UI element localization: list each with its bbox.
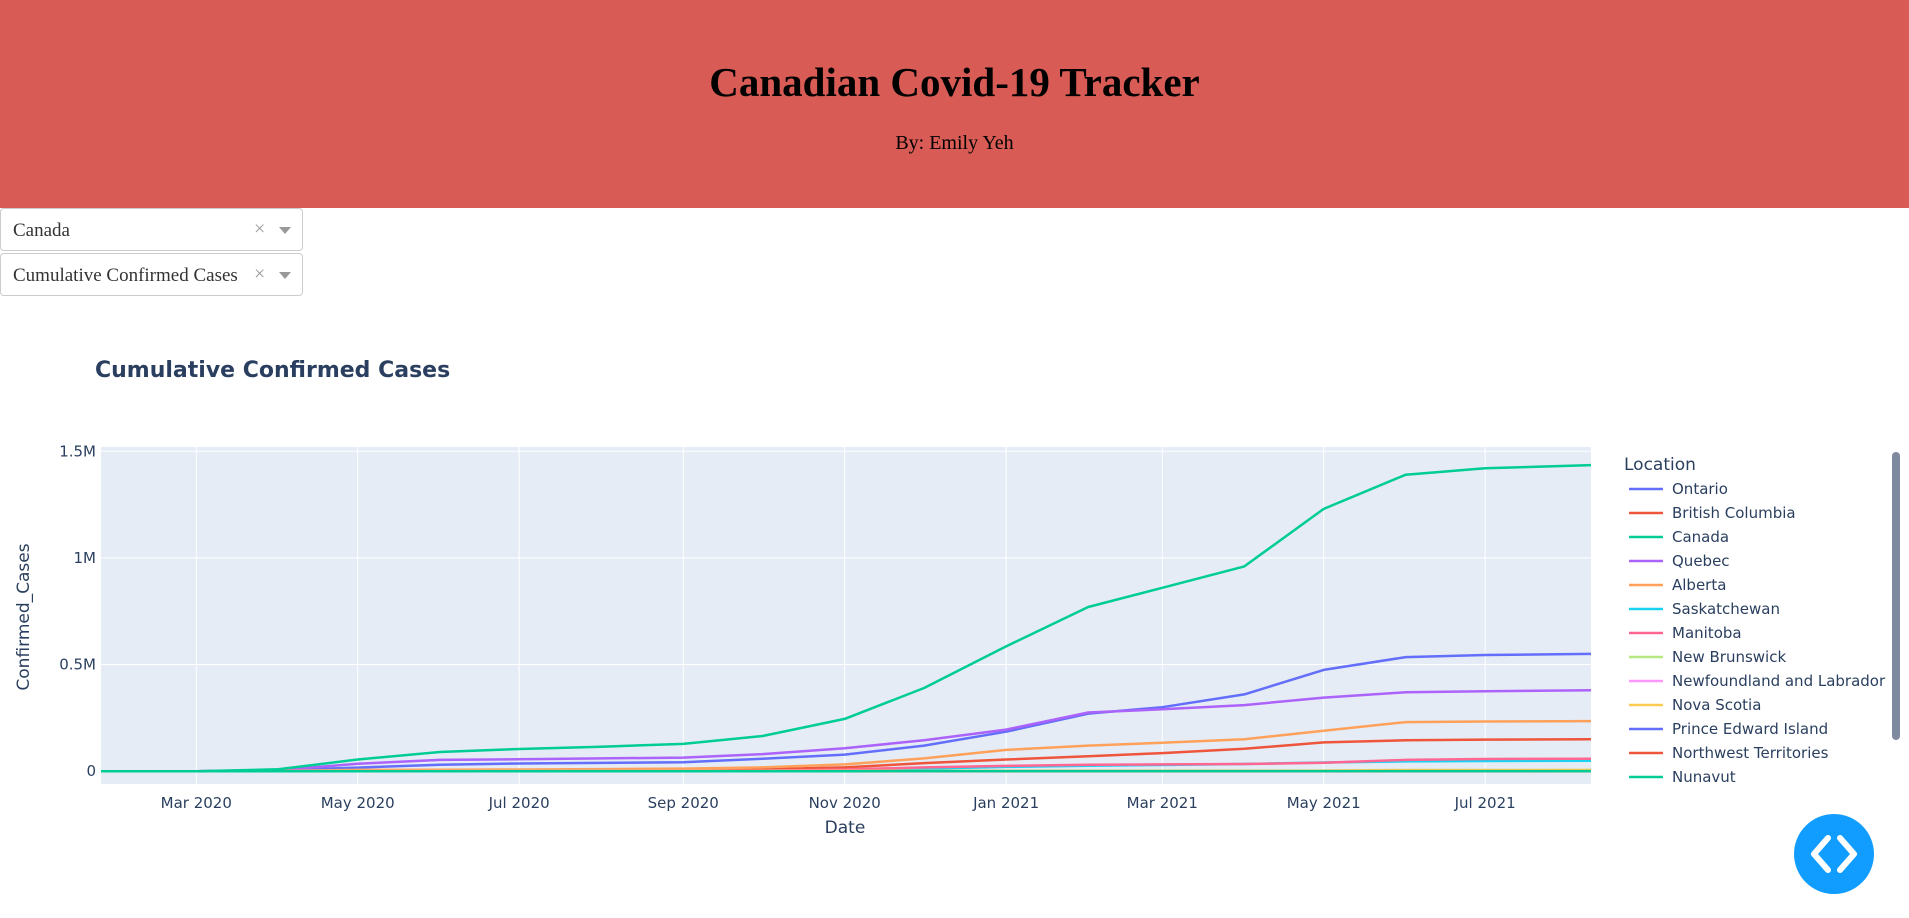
metric-dropdown[interactable]: Cumulative Confirmed Cases × [0, 253, 303, 296]
x-tick-label: May 2021 [1287, 794, 1361, 812]
legend-item[interactable]: Alberta [1629, 576, 1726, 594]
legend-item[interactable]: Quebec [1629, 552, 1730, 570]
series-line-canada[interactable] [101, 463, 1592, 773]
author-byline: By: Emily Yeh [895, 132, 1014, 154]
location-chevron-down-icon[interactable] [279, 227, 291, 234]
legend-label: Alberta [1672, 576, 1726, 594]
legend-label: British Columbia [1672, 504, 1796, 522]
series-line-ontario[interactable] [101, 652, 1592, 773]
legend-item[interactable]: Saskatchewan [1629, 600, 1780, 618]
legend[interactable]: Location Ontario British Columbia Canada Qu… [1624, 455, 1886, 786]
page-header: Canadian Covid-19 Tracker By: Emily Yeh [0, 0, 1909, 208]
legend-label: Newfoundland and Labrador [1672, 672, 1886, 690]
legend-title: Location [1624, 455, 1696, 475]
legend-label: Northwest Territories [1672, 744, 1829, 762]
legend-label: Manitoba [1672, 624, 1742, 642]
legend-label: New Brunswick [1672, 648, 1786, 666]
legend-item[interactable]: Newfoundland and Labrador [1629, 672, 1886, 690]
x-axis-label: Date [825, 818, 866, 838]
metric-chevron-down-icon[interactable] [279, 272, 291, 279]
x-tick-label: Jul 2020 [488, 794, 550, 812]
x-tick-label: Mar 2021 [1127, 794, 1198, 812]
grid-lines [101, 447, 1591, 784]
x-tick-label: May 2020 [321, 794, 395, 812]
metric-clear-icon[interactable]: × [254, 263, 266, 285]
y-axis-label: Confirmed_Cases [14, 543, 34, 690]
legend-item[interactable]: Manitoba [1629, 624, 1742, 642]
x-tick-label: Sep 2020 [648, 794, 719, 812]
x-tick-label: Jul 2021 [1454, 794, 1516, 812]
page-title: Canadian Covid-19 Tracker [709, 59, 1200, 105]
legend-label: Nova Scotia [1672, 696, 1761, 714]
y-tick-label: 0 [86, 762, 96, 780]
y-tick-label: 1.5M [59, 442, 96, 460]
legend-label: Saskatchewan [1672, 600, 1780, 618]
legend-item[interactable]: Canada [1629, 528, 1729, 546]
legend-label: Canada [1672, 528, 1729, 546]
dev-tools-button[interactable] [1794, 814, 1874, 894]
y-tick-labels: 0 0.5M 1M 1.5M [59, 442, 96, 780]
chart-title: Cumulative Confirmed Cases [95, 358, 450, 383]
legend-item[interactable]: British Columbia [1629, 504, 1796, 522]
location-clear-icon[interactable]: × [254, 218, 266, 240]
legend-item[interactable]: Prince Edward Island [1629, 720, 1828, 738]
series-line-quebec[interactable] [101, 688, 1592, 773]
y-tick-label: 1M [74, 549, 97, 567]
x-tick-label: Jan 2021 [972, 794, 1039, 812]
metric-dropdown-value: Cumulative Confirmed Cases [13, 265, 238, 286]
legend-item[interactable]: Nunavut [1629, 768, 1736, 786]
y-tick-label: 0.5M [59, 656, 96, 674]
x-tick-label: Nov 2020 [809, 794, 881, 812]
legend-label: Quebec [1672, 552, 1730, 570]
x-tick-labels: Mar 2020 May 2020 Jul 2020 Sep 2020 Nov 2020… [161, 794, 1516, 812]
legend-item[interactable]: New Brunswick [1629, 648, 1786, 666]
location-dropdown-value: Canada [13, 220, 70, 241]
legend-item[interactable]: Ontario [1629, 480, 1728, 498]
legend-label: Nunavut [1672, 768, 1736, 786]
location-dropdown[interactable]: Canada × [0, 208, 303, 251]
legend-label: Ontario [1672, 480, 1728, 498]
x-tick-label: Mar 2020 [161, 794, 232, 812]
legend-item[interactable]: Northwest Territories [1629, 744, 1829, 762]
legend-item[interactable]: Nova Scotia [1629, 696, 1761, 714]
legend-label: Prince Edward Island [1672, 720, 1828, 738]
legend-scrollbar[interactable] [1892, 452, 1900, 740]
code-icon [1811, 835, 1857, 873]
cases-line-chart[interactable]: Cumulative Confirmed Cases 0 0.5M 1M 1.5M M… [0, 330, 1909, 890]
plot-area[interactable] [101, 447, 1591, 784]
series-lines [101, 463, 1592, 773]
